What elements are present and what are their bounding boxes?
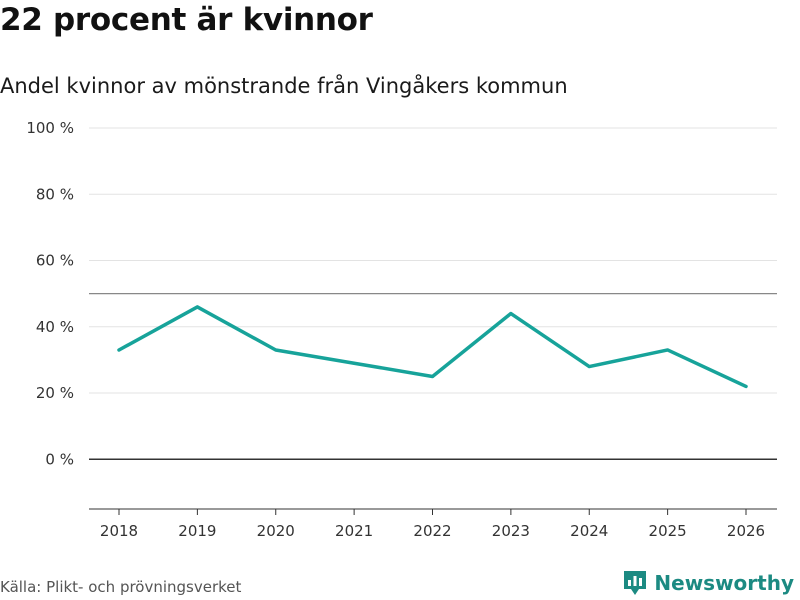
data-point <box>352 361 356 365</box>
series-line <box>117 305 748 389</box>
y-tick-label: 40 % <box>36 318 74 336</box>
data-point <box>509 312 513 316</box>
x-tick-label: 2024 <box>570 522 608 540</box>
series-group <box>117 305 748 389</box>
y-tick-label: 20 % <box>36 384 74 402</box>
brand-name: Newsworthy <box>654 571 794 595</box>
brand: Newsworthy <box>622 569 794 597</box>
source-note: Källa: Plikt- och prövningsverket <box>0 578 242 596</box>
data-point <box>587 365 591 369</box>
x-tick-label: 2023 <box>492 522 530 540</box>
x-axis: 2018 2019 2020 2021 2022 2023 2024 2025 2026 <box>89 508 777 540</box>
y-tick-label: 80 % <box>36 185 74 203</box>
y-tick-label: 60 % <box>36 252 74 270</box>
data-point <box>431 374 434 378</box>
y-tick-label: 100 % <box>26 119 74 137</box>
data-point <box>274 348 278 352</box>
x-tick-label: 2026 <box>727 522 765 540</box>
line-chart: 0 % 20 % 40 % 60 % 80 % 100 % 2018 2019 2020 202… <box>26 119 777 540</box>
x-tick-label: 2020 <box>257 522 295 540</box>
y-grid <box>89 127 777 461</box>
x-tick-label: 2022 <box>413 522 451 540</box>
newsworthy-logo-icon <box>624 571 647 595</box>
data-point <box>744 384 748 388</box>
data-point <box>195 305 199 309</box>
data-point <box>666 348 670 352</box>
x-tick-label: 2021 <box>335 522 373 540</box>
y-tick-label: 0 % <box>45 450 74 468</box>
chart-title: 22 procent är kvinnor <box>0 2 373 38</box>
x-tick-label: 2025 <box>649 522 687 540</box>
data-point <box>117 348 121 352</box>
y-axis-labels: 0 % 20 % 40 % 60 % 80 % 100 % <box>26 119 74 468</box>
x-tick-label: 2018 <box>100 522 138 540</box>
chart-subtitle: Andel kvinnor av mönstrande från Vingåke… <box>0 74 568 98</box>
x-tick-label: 2019 <box>178 522 216 540</box>
